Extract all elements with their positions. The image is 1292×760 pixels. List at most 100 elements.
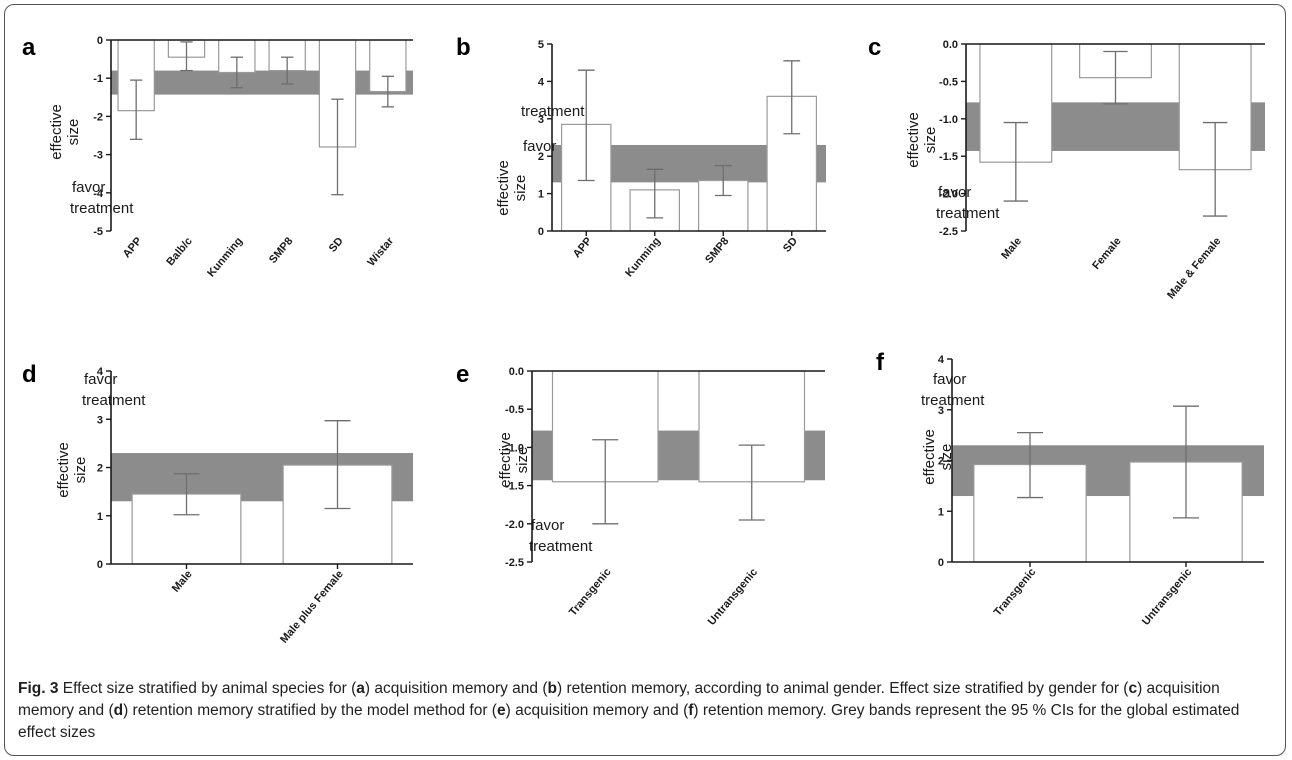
panel-f-y-tick-label: 4 — [938, 354, 945, 366]
caption-panel-ref: c — [1128, 680, 1138, 697]
panel-f-y-label-line: size — [938, 444, 955, 471]
panel-c-annotation: treatment — [936, 205, 1000, 222]
caption-text: Effect size stratified by animal species… — [18, 680, 1239, 741]
panel-a-x-tick-label: Kunming — [205, 235, 245, 279]
panel-a-annotation: treatment — [70, 200, 134, 217]
panel-e-letter: e — [456, 361, 469, 388]
panel-e-y-tick-label: -0.5 — [505, 404, 524, 416]
panel-b-y-label: effectivesize — [495, 160, 529, 216]
caption-segment: ) acquisition memory and ( — [505, 702, 689, 719]
panel-f-x-tick-label: Untransgenic — [1140, 566, 1194, 628]
panel-f-annotation: treatment — [921, 392, 985, 409]
caption-panel-ref: e — [496, 702, 506, 719]
panel-d-x-tick-label: Male — [170, 568, 195, 594]
panel-e-y-label-line: effective — [497, 432, 514, 488]
caption-panel-ref: a — [356, 680, 365, 697]
panel-c-y-label: effectivesize — [905, 112, 939, 168]
panel-a-y-tick-label: -1 — [93, 73, 103, 85]
caption-panel-ref: f — [688, 702, 694, 719]
panel-e-annotation: favor — [531, 517, 564, 534]
panel-b-x-tick-label: SD — [781, 235, 800, 254]
panel-a-x-tick-label: SMP8 — [267, 235, 295, 266]
panel-b-letter: b — [456, 34, 471, 61]
caption-segment: ) retention memory stratified by the mod… — [123, 702, 497, 719]
panel-c-y-tick-label: -0.5 — [939, 76, 958, 88]
panel-d-annotation: treatment — [82, 392, 146, 409]
caption-segment: ) acquisition memory and ( — [18, 680, 1220, 719]
panel-f-annotation: favor — [933, 371, 966, 388]
panel-e-annotation: treatment — [529, 538, 593, 555]
panel-c-x-tick-label: Male & Female — [1165, 235, 1223, 301]
panel-a-y-tick-label: -5 — [93, 226, 103, 238]
panel-b-x-tick-label: Kunming — [623, 235, 663, 279]
panel-c-y-tick-label: -2.5 — [939, 226, 958, 238]
panel-f-y-label: effectivesize — [921, 429, 955, 485]
panel-f-y-tick-label: 0 — [938, 557, 944, 569]
panel-b-annotation: treatment — [521, 103, 585, 120]
panel-e-y-tick-label: 0.0 — [509, 366, 524, 378]
panel-a-y-tick-label: -2 — [93, 111, 103, 123]
panel-b-annotation: favor — [523, 138, 556, 155]
figure-frame — [4, 4, 1286, 756]
caption-segment: Effect size stratified by animal species… — [58, 680, 357, 697]
panel-b-y-tick-label: 2 — [538, 151, 544, 163]
panel-a-x-tick-label: Wistar — [365, 235, 396, 269]
figure-caption: Fig. 3 Effect size stratified by animal … — [18, 678, 1268, 744]
panel-a-letter: a — [22, 34, 36, 61]
panel-a-y-label-line: effective — [48, 104, 65, 160]
panel-f-y-tick-label: 2 — [938, 456, 944, 468]
panel-b-x-tick-label: APP — [571, 235, 595, 260]
panel-f-y-tick-label: 3 — [938, 405, 944, 417]
panel-c-x-tick-label: Female — [1090, 235, 1124, 272]
panel-d-annotation: favor — [84, 371, 117, 388]
panel-e-y-label-line: size — [514, 447, 531, 474]
panel-b-y-label-line: effective — [495, 160, 512, 216]
panel-d-y-tick-label: 0 — [97, 559, 103, 571]
caption-panel-ref: d — [113, 702, 124, 719]
panel-e-y-tick-label: -1.5 — [505, 481, 524, 493]
panel-e-y-tick-label: -2.0 — [505, 519, 524, 531]
panel-a-ci-band — [111, 70, 413, 95]
panel-b-y-label-line: size — [512, 175, 529, 202]
panel-b-y-tick-label: 0 — [538, 226, 544, 238]
panel-d-y-label-line: size — [72, 457, 89, 484]
panel-b-y-tick-label: 5 — [538, 39, 544, 51]
panel-a-x-tick-label: APP — [121, 235, 145, 260]
panel-a-x-tick-label: SD — [327, 235, 346, 254]
caption-panel-ref: b — [547, 680, 557, 697]
panel-c-y-tick-label: -1.5 — [939, 151, 958, 163]
panel-c-y-tick-label: -2.0 — [939, 189, 958, 201]
panel-b-y-tick-label: 4 — [538, 76, 545, 88]
panel-a-y-label: effectivesize — [48, 104, 82, 160]
panel-f-x-tick-label: Transgenic — [992, 566, 1039, 618]
panel-e-y-tick-label: -1.0 — [505, 442, 524, 454]
panel-c-x-tick-label: Male — [999, 235, 1024, 261]
caption-fig-label: Fig. 3 — [18, 680, 59, 697]
panel-a-x-tick-label: Balb/c — [164, 235, 194, 268]
panel-d-letter: d — [22, 361, 37, 388]
panel-d-y-label-line: effective — [55, 442, 72, 498]
panel-a-annotation: favor — [72, 179, 105, 196]
panel-c-annotation: favor — [938, 184, 971, 201]
panel-f-y-label-line: effective — [921, 429, 938, 485]
panel-e-y-tick-label: -2.5 — [505, 557, 524, 569]
panel-f-y-tick-label: 1 — [938, 506, 944, 518]
panel-a-y-label-line: size — [65, 119, 82, 146]
panel-d-y-label: effectivesize — [55, 442, 89, 498]
panel-f-letter: f — [876, 349, 885, 376]
caption-segment: ) retention memory. Grey bands represent… — [18, 702, 1240, 741]
caption-segment: ) acquisition memory and ( — [364, 680, 548, 697]
panel-a-y-tick-label: -4 — [93, 188, 104, 200]
panel-a-y-tick-label: 0 — [97, 35, 103, 47]
panel-e-x-tick-label: Transgenic — [567, 566, 614, 618]
panel-d-y-tick-label: 2 — [97, 463, 103, 475]
panel-c-letter: c — [868, 34, 881, 61]
panel-c-y-label-line: effective — [905, 112, 922, 168]
panel-d-y-tick-label: 1 — [97, 511, 103, 523]
panel-c-y-tick-label: -1.0 — [939, 114, 958, 126]
panel-e-x-tick-label: Untransgenic — [706, 566, 760, 628]
panel-c-y-label-line: size — [922, 127, 939, 154]
panel-b-y-tick-label: 1 — [538, 189, 544, 201]
figure-panels: 0 -1 -2 -3 -4 -5 APP Balb/c Kunming SMP8 SD Wistar a… — [22, 34, 1265, 646]
panel-c-y-tick-label: 0.0 — [943, 39, 958, 51]
